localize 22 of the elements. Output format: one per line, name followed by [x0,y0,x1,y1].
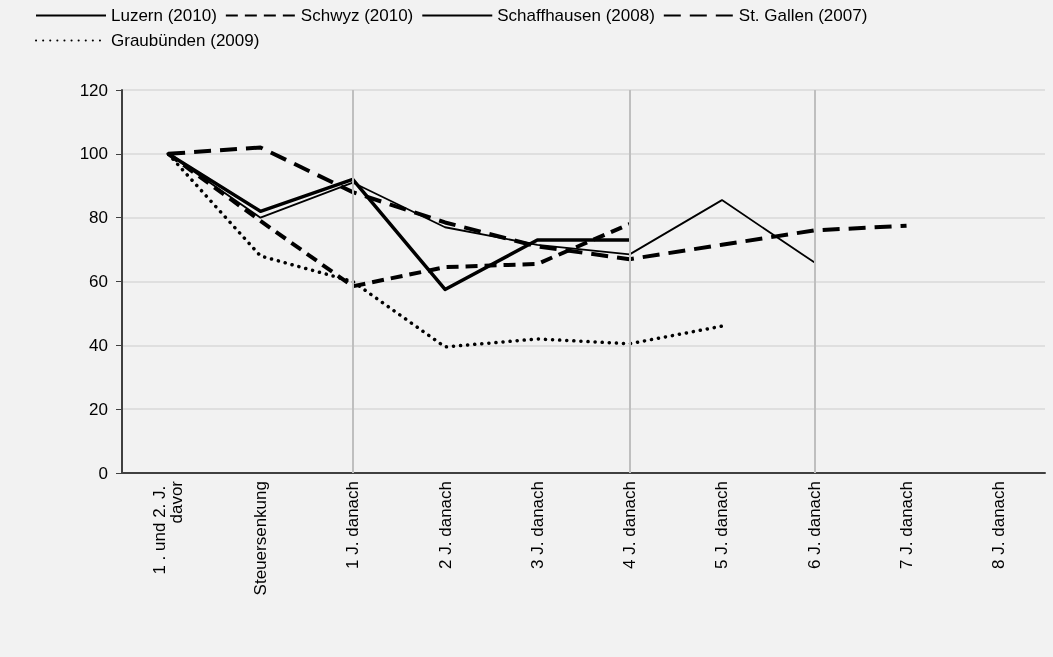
y-tick-label: 120 [79,80,108,100]
y-tick-label: 0 [98,463,108,483]
legend-label: Schaffhausen (2008) [497,6,655,25]
x-tick-label: 1 . und 2. J. davor [150,480,187,575]
legend-label: St. Gallen (2007) [738,6,868,25]
x-tick-label: Steuersenkung [250,481,270,596]
y-tick-label: 40 [89,335,108,355]
y-tick-label: 60 [89,272,108,291]
x-tick-label: 1 J. danach [343,481,363,569]
x-tick-label: 4 J. danach [620,481,640,569]
legend-label: Schwyz (2010) [300,6,414,25]
legend-label: Luzern (2010) [111,6,217,25]
x-tick-label: 3 J. danach [527,481,547,569]
y-tick-label: 20 [89,399,108,419]
x-tick-label: 7 J. danach [897,481,917,569]
y-tick-label: 80 [89,208,108,228]
legend-label: Graubünden (2009) [111,31,260,50]
x-tick-label: 6 J. danach [804,481,824,569]
x-tick-label: 2 J. danach [435,481,455,569]
x-tick-label: 8 J. danach [989,481,1009,569]
x-tick-label: 5 J. danach [712,481,732,569]
y-tick-label: 100 [79,144,108,164]
